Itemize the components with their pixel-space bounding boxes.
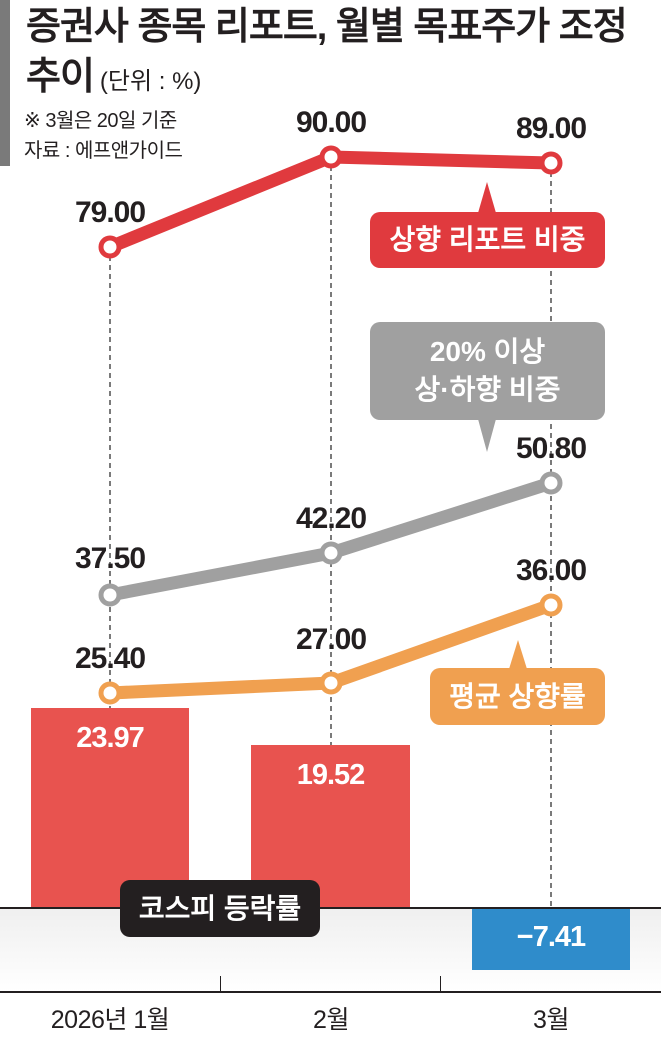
legend-big-change-line2: 상·하향 비중 — [414, 374, 561, 405]
gray-value-mar: 50.80 — [515, 432, 587, 465]
x-axis-line — [0, 991, 661, 993]
x-axis-tick — [220, 976, 221, 992]
orange-callout-pointer — [509, 640, 527, 669]
red-callout-pointer — [478, 182, 496, 213]
orange-value-jan: 25.40 — [74, 642, 146, 675]
zero-baseline — [0, 907, 661, 909]
source-note: 자료 : 에프앤가이드 — [24, 140, 183, 162]
legend-big-change-share: 20% 이상 상·하향 비중 — [370, 322, 605, 420]
legend-upward-share: 상향 리포트 비중 — [370, 212, 605, 268]
chart-title-continued: 추이 — [26, 56, 95, 98]
bar-value-jan: 23.97 — [76, 722, 145, 754]
guide-lines — [109, 157, 552, 908]
title-accent-bar — [0, 0, 10, 166]
legend-kospi: 코스피 등락률 — [120, 880, 320, 937]
x-label-jan: 2026년 1월 — [50, 1006, 170, 1034]
chart-title: 증권사 종목 리포트, 월별 목표주가 조정 — [26, 6, 628, 48]
x-axis-tick — [440, 976, 441, 992]
legend-big-change-line1: 20% 이상 — [429, 336, 546, 367]
bar-jan: 23.97 — [31, 708, 189, 907]
chart-title-line2: 추이 (단위 : %) — [26, 52, 201, 110]
bar-mar: −7.41 — [472, 909, 630, 970]
bar-feb: 19.52 — [251, 745, 410, 907]
gray-callout-pointer — [478, 419, 496, 452]
x-label-mar: 3월 — [533, 1006, 569, 1034]
orange-value-mar: 36.00 — [515, 554, 587, 587]
orange-value-feb: 27.00 — [295, 623, 367, 656]
red-value-mar: 89.00 — [515, 112, 587, 145]
bar-value-mar: −7.41 — [516, 921, 586, 953]
red-value-jan: 79.00 — [74, 196, 146, 229]
gray-value-feb: 42.20 — [295, 502, 367, 535]
date-note: ※ 3월은 20일 기준 — [24, 110, 177, 132]
red-value-feb: 90.00 — [295, 106, 367, 139]
legend-avg-upside: 평균 상향률 — [430, 668, 605, 725]
gray-value-jan: 37.50 — [74, 542, 146, 575]
bar-value-feb: 19.52 — [296, 759, 366, 791]
x-label-feb: 2월 — [313, 1006, 349, 1034]
unit-label: (단위 : %) — [99, 68, 202, 95]
